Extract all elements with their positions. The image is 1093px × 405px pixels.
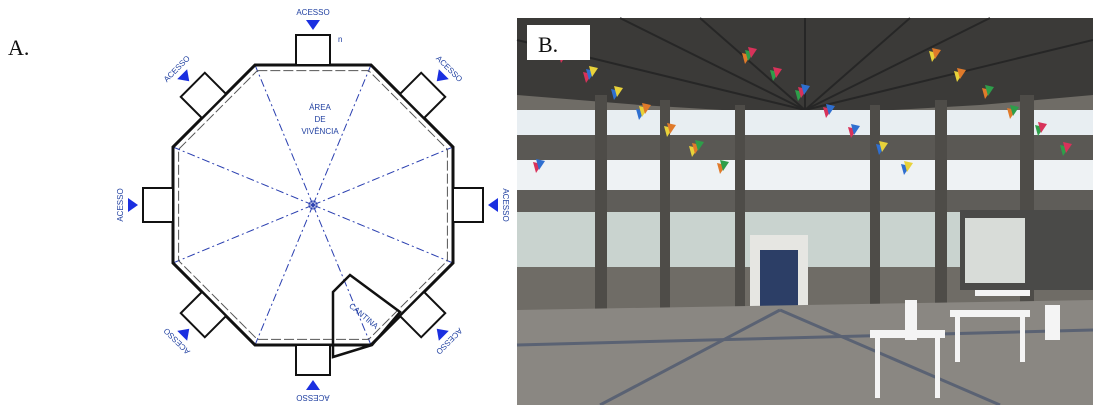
access: ACESSO <box>296 8 330 65</box>
axis-line <box>313 147 453 205</box>
area-label: VIVÊNCIA <box>301 127 339 136</box>
area-label: ÁREA <box>309 103 331 112</box>
access-arrow <box>488 198 498 212</box>
access-door <box>453 188 483 222</box>
access-arrow <box>306 380 320 390</box>
access-label: ACESSO <box>501 188 510 221</box>
axis-line <box>313 205 371 345</box>
access-label: ACESSO <box>296 8 329 17</box>
access: ACESSO <box>162 292 226 356</box>
access-door <box>143 188 173 222</box>
plan-mark: n <box>338 35 342 44</box>
photo: B. <box>517 18 1093 405</box>
axis-line <box>173 147 313 205</box>
access: ACESSO <box>400 54 464 118</box>
access-door <box>296 35 330 65</box>
access-label: ACESSO <box>296 393 329 402</box>
access: ACESSO <box>116 188 173 222</box>
access: ACESSO <box>400 292 464 356</box>
axis-line <box>173 205 313 263</box>
floor-plan: ACESSO ACESSO ACESSO ACESSO ACESSO ACESSO ACES… <box>116 8 510 402</box>
access: ACESSO <box>296 345 330 402</box>
access-arrow <box>128 198 138 212</box>
panel-label: B. <box>538 32 558 57</box>
access: ACESSO <box>162 54 226 118</box>
panel-label: A. <box>8 35 29 60</box>
access-arrow <box>306 20 320 30</box>
access-label: ACESSO <box>116 188 125 221</box>
area-label: DE <box>314 115 325 124</box>
axis-line <box>313 205 453 263</box>
axis-line <box>255 205 313 345</box>
figure: A. ACESSOACESSOACESSOACESSOACESSOACESSOA… <box>0 0 1093 405</box>
access-door <box>296 345 330 375</box>
access: ACESSO <box>453 188 510 222</box>
